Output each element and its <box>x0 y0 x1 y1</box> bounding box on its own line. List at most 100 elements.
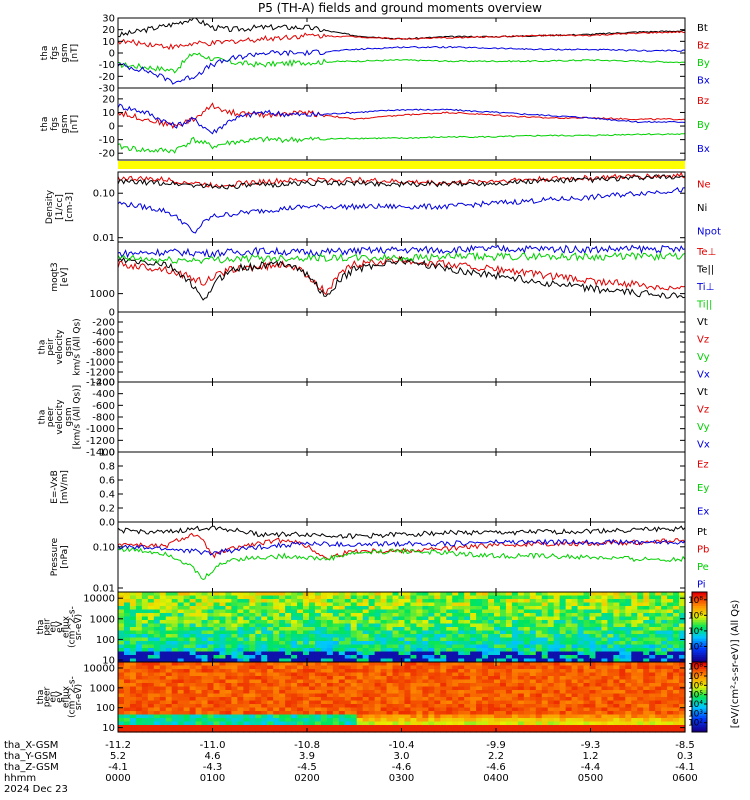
y-tick-label: -600 <box>92 401 115 412</box>
y-tick-label: -1400 <box>86 378 115 389</box>
y-axis-label: fgs <box>50 46 60 60</box>
colorbar-tick-label: 10³ <box>688 709 703 719</box>
x-axis-tick-value: -11.2 <box>105 740 131 751</box>
y-tick-label: 0.8 <box>99 462 115 473</box>
legend-entry: Vy <box>697 422 710 433</box>
legend-entry: Vx <box>697 369 710 380</box>
y-axis-label: eV <box>55 690 65 703</box>
legend-entry: Bt <box>697 23 708 34</box>
x-axis-tick-value: 0500 <box>578 773 603 784</box>
x-axis-tick-value: 0100 <box>200 773 225 784</box>
y-tick-label: 0.01 <box>93 233 115 244</box>
series-pressure-1 <box>117 525 686 540</box>
y-tick-label: -1000 <box>86 358 115 369</box>
y-axis-label: tha <box>37 410 47 425</box>
series-temperature-3 <box>117 244 686 259</box>
y-axis-label: gsm <box>64 337 74 356</box>
x-axis-tick-value: -8.5 <box>675 740 695 751</box>
y-axis-label: gsm <box>60 43 70 62</box>
legend-entry: Ti⊥ <box>696 282 714 293</box>
peer_velocity-frame <box>117 381 686 453</box>
y-tick-label: -200 <box>92 378 115 389</box>
x-axis-tick-value: 5.2 <box>110 751 126 762</box>
legend-entry: Vz <box>697 334 709 345</box>
x-axis-tick-value: -4.5 <box>297 762 317 773</box>
legend-entry: By <box>697 58 710 69</box>
quality-flag-bar <box>118 161 685 169</box>
colorbar-tick-label: 10² <box>688 719 703 729</box>
panel-peer_velocity: VtVzVyVx-1400-1200-1000-800-600-400-200t… <box>37 378 709 459</box>
peir_velocity-frame <box>117 311 686 383</box>
y-tick-label: -10 <box>99 135 115 146</box>
x-axis-row-label: hhmm <box>4 773 36 784</box>
y-axis-label: tha <box>40 46 50 61</box>
legend-entry: Bz <box>697 40 709 51</box>
legend-entry: Te⊥ <box>696 247 716 258</box>
panel-density: Ne Ni Npot 0.10 0.01 Density [1/cc] [cm-3] <box>45 171 721 244</box>
x-axis-tick-value: -4.6 <box>392 762 412 773</box>
series-fgs-3 <box>118 52 686 74</box>
y-tick-label: 1000 <box>90 289 115 300</box>
y-tick-label: 0.0 <box>99 518 115 529</box>
y-axis-label: [nT] <box>70 44 80 62</box>
y-tick-label: 0.4 <box>99 490 115 501</box>
fgs-frame <box>117 17 686 89</box>
x-axis-tick-value: -9.3 <box>581 740 601 751</box>
panel-efield: Ez Ey Ex 0.0 0.2 0.4 0.6 0.8 1.0 E=-VxB [mV/m] <box>50 448 709 529</box>
y-axis-label: (cm^2-s- <box>68 676 78 718</box>
legend-entry: Vz <box>697 404 709 415</box>
x-axis-tick-value: 1.2 <box>583 751 599 762</box>
y-tick-label: 10 <box>102 37 115 48</box>
y-axis-label: fgs <box>50 117 60 131</box>
y-tick-label: 0.10 <box>93 542 115 553</box>
legend-entry: Bz <box>697 96 709 107</box>
series-pressure-3 <box>117 546 686 581</box>
y-axis-label: gsm <box>64 407 74 426</box>
density-series <box>117 171 686 234</box>
x-axis-tick-value: 0400 <box>483 773 508 784</box>
y-tick-label: 1000 <box>90 683 115 694</box>
legend-entry: Ti|| <box>696 299 712 310</box>
colorbar-label: [eV/(cm²-s-sr-eV)] (All Qs) <box>730 600 741 729</box>
x-axis-row-label: tha_Y-GSM <box>4 751 57 762</box>
legend-entry: Npot <box>697 226 721 237</box>
colorbar-tick-label: 10⁷ <box>688 672 703 682</box>
panel-temperature: Te⊥ Te|| Ti⊥ Ti|| 1000 moqt3 [eV] <box>50 241 716 313</box>
x-axis-tick-value: 3.0 <box>394 751 410 762</box>
y-axis-label: [nPa] <box>60 545 70 568</box>
series-density-2 <box>117 174 685 190</box>
y-axis-label: peer <box>46 406 56 427</box>
y-axis-label: tha <box>36 690 46 705</box>
legend-entry: By <box>697 120 710 131</box>
legend-entry: Vy <box>697 352 710 363</box>
series-fgs2-3 <box>117 103 686 135</box>
y-axis-label: en <box>49 621 59 632</box>
y-axis-label: gsm <box>60 114 70 133</box>
y-axis-label: [nT] <box>70 115 80 133</box>
y-tick-label: -30 <box>99 84 115 95</box>
legend-entry: Ey <box>697 483 709 494</box>
y-tick-label: 20 <box>102 94 115 105</box>
y-axis-label: tha <box>37 340 47 355</box>
legend-entry: Pt <box>697 527 707 538</box>
colorbar-tick-label: 10⁶ <box>688 681 703 691</box>
y-tick-label: 0 <box>109 308 115 319</box>
series-pressure-2 <box>117 532 686 560</box>
y-axis-label: km/s (All Qs) <box>73 318 83 375</box>
y-axis-label: [km/s (All Qs)] <box>73 385 83 449</box>
y-axis-label: eflux <box>61 615 71 638</box>
y-axis-label: eflux <box>61 685 71 708</box>
date-label: 2024 Dec 23 <box>4 784 68 795</box>
y-axis-label: [mV/m] <box>60 470 70 504</box>
x-axis-tick-value: 2.2 <box>488 751 504 762</box>
x-axis-tick-value: 0000 <box>105 773 130 784</box>
y-tick-label: 10 <box>102 108 115 119</box>
colorbar-tick-label: 10⁸ <box>688 596 703 606</box>
series-fgs2-1 <box>117 102 686 130</box>
panel-pressure: Pt Pb Pe Pi 0.10 0.01 Pressure [nPa] <box>50 521 709 595</box>
x-axis-tick-value: 0300 <box>389 773 414 784</box>
y-tick-label: 100 <box>96 703 115 714</box>
